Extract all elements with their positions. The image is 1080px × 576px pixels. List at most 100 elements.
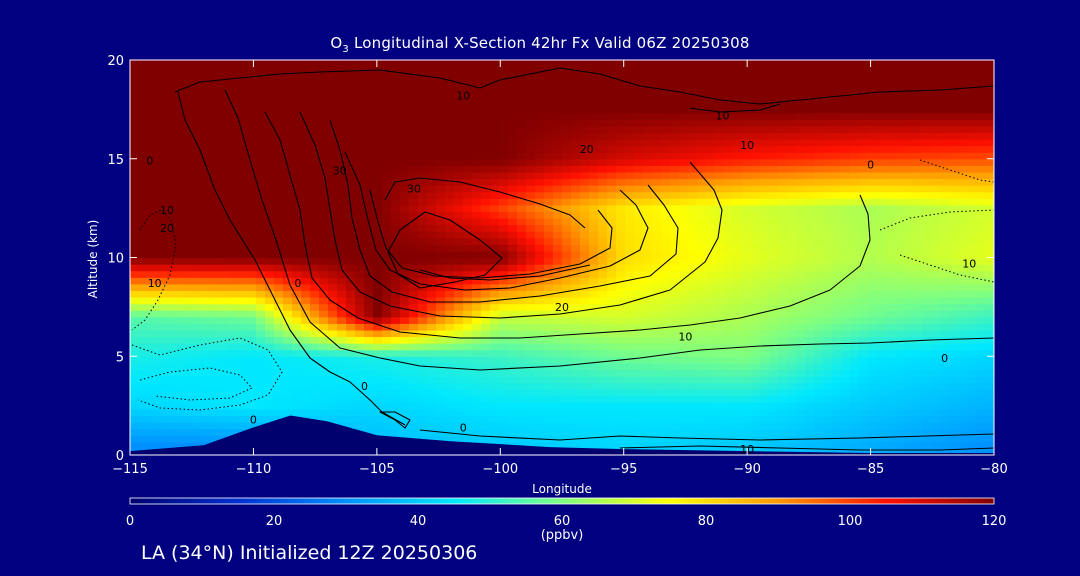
heatmap-cell: [328, 119, 338, 127]
heatmap-cell: [490, 119, 500, 127]
heatmap-cell: [769, 171, 779, 180]
heatmap-cell: [499, 145, 509, 153]
heatmap-cell: [859, 204, 869, 213]
heatmap-cell: [625, 112, 635, 120]
heatmap-cell: [211, 336, 221, 344]
heatmap-cell: [562, 132, 572, 140]
heatmap-cell: [463, 218, 473, 226]
heatmap-cell: [697, 250, 707, 259]
heatmap-cell: [796, 244, 806, 252]
heatmap-cell: [661, 224, 671, 232]
heatmap-cell: [229, 428, 239, 436]
heatmap-cell: [220, 277, 230, 285]
heatmap-cell: [832, 204, 842, 213]
heatmap-cell: [490, 231, 500, 239]
heatmap-cell: [274, 297, 284, 305]
heatmap-cell: [940, 395, 950, 403]
heatmap-cell: [535, 369, 545, 377]
heatmap-cell: [463, 303, 473, 311]
heatmap-cell: [940, 145, 950, 153]
heatmap-cell: [814, 356, 824, 364]
heatmap-cell: [157, 145, 167, 153]
heatmap-cell: [733, 376, 743, 384]
heatmap-cell: [733, 415, 743, 423]
heatmap-cell: [481, 231, 491, 239]
heatmap-cell: [409, 191, 419, 199]
heatmap-cell: [580, 349, 590, 357]
heatmap-cell: [643, 119, 653, 127]
heatmap-cell: [832, 185, 842, 193]
heatmap-cell: [454, 329, 464, 338]
heatmap-cell: [229, 270, 239, 278]
heatmap-cell: [967, 343, 977, 351]
heatmap-cell: [886, 250, 896, 259]
heatmap-cell: [544, 408, 554, 417]
heatmap-cell: [958, 132, 968, 140]
heatmap-cell: [877, 422, 887, 430]
heatmap-cell: [157, 376, 167, 384]
heatmap-cell: [364, 132, 374, 140]
heatmap-cell: [814, 145, 824, 153]
heatmap-cell: [904, 362, 914, 371]
heatmap-cell: [166, 264, 176, 272]
heatmap-cell: [166, 211, 176, 219]
heatmap-cell: [364, 356, 374, 364]
heatmap-cell: [355, 112, 365, 120]
heatmap-cell: [985, 369, 994, 377]
heatmap-cell: [814, 349, 824, 357]
heatmap-cell: [733, 165, 743, 173]
heatmap-cell: [535, 402, 545, 410]
heatmap-cell: [805, 415, 815, 423]
heatmap-cell: [697, 152, 707, 160]
heatmap-cell: [256, 270, 266, 278]
heatmap-cell: [319, 250, 329, 259]
heatmap-cell: [940, 185, 950, 193]
heatmap-cell: [166, 336, 176, 344]
heatmap-cell: [940, 119, 950, 127]
heatmap-cell: [445, 290, 455, 298]
heatmap-cell: [661, 316, 671, 324]
heatmap-cell: [886, 283, 896, 292]
heatmap-cell: [715, 303, 725, 311]
heatmap-cell: [175, 290, 185, 298]
heatmap-cell: [247, 132, 257, 140]
heatmap-cell: [292, 283, 302, 292]
heatmap-cell: [760, 402, 770, 410]
heatmap-cell: [346, 165, 356, 173]
heatmap-cell: [805, 303, 815, 311]
heatmap-cell: [292, 343, 302, 351]
heatmap-cell: [616, 435, 626, 443]
heatmap-cell: [391, 428, 401, 436]
heatmap-cell: [850, 119, 860, 127]
heatmap-cell: [805, 395, 815, 403]
heatmap-cell: [562, 119, 572, 127]
heatmap-cell: [166, 165, 176, 173]
heatmap-cell: [454, 283, 464, 292]
heatmap-cell: [319, 145, 329, 153]
heatmap-cell: [535, 132, 545, 140]
heatmap-cell: [418, 415, 428, 423]
heatmap-cell: [634, 441, 644, 450]
heatmap-cell: [184, 171, 194, 180]
heatmap-cell: [283, 204, 293, 213]
heatmap-cell: [445, 244, 455, 252]
heatmap-cell: [940, 316, 950, 324]
heatmap-cell: [418, 145, 428, 153]
heatmap-cell: [823, 171, 833, 180]
heatmap-cell: [445, 336, 455, 344]
heatmap-cell: [130, 389, 140, 397]
heatmap-cell: [688, 422, 698, 430]
heatmap-cell: [778, 343, 788, 351]
heatmap-cell: [625, 422, 635, 430]
heatmap-cell: [607, 198, 617, 206]
heatmap-cell: [589, 237, 599, 245]
heatmap-cell: [985, 316, 994, 324]
heatmap-cell: [130, 211, 140, 219]
heatmap-cell: [481, 218, 491, 226]
heatmap-cell: [373, 428, 383, 436]
heatmap-cell: [715, 257, 725, 265]
heatmap-cell: [391, 402, 401, 410]
heatmap-cell: [436, 343, 446, 351]
heatmap-cell: [364, 250, 374, 259]
heatmap-cell: [517, 224, 527, 232]
